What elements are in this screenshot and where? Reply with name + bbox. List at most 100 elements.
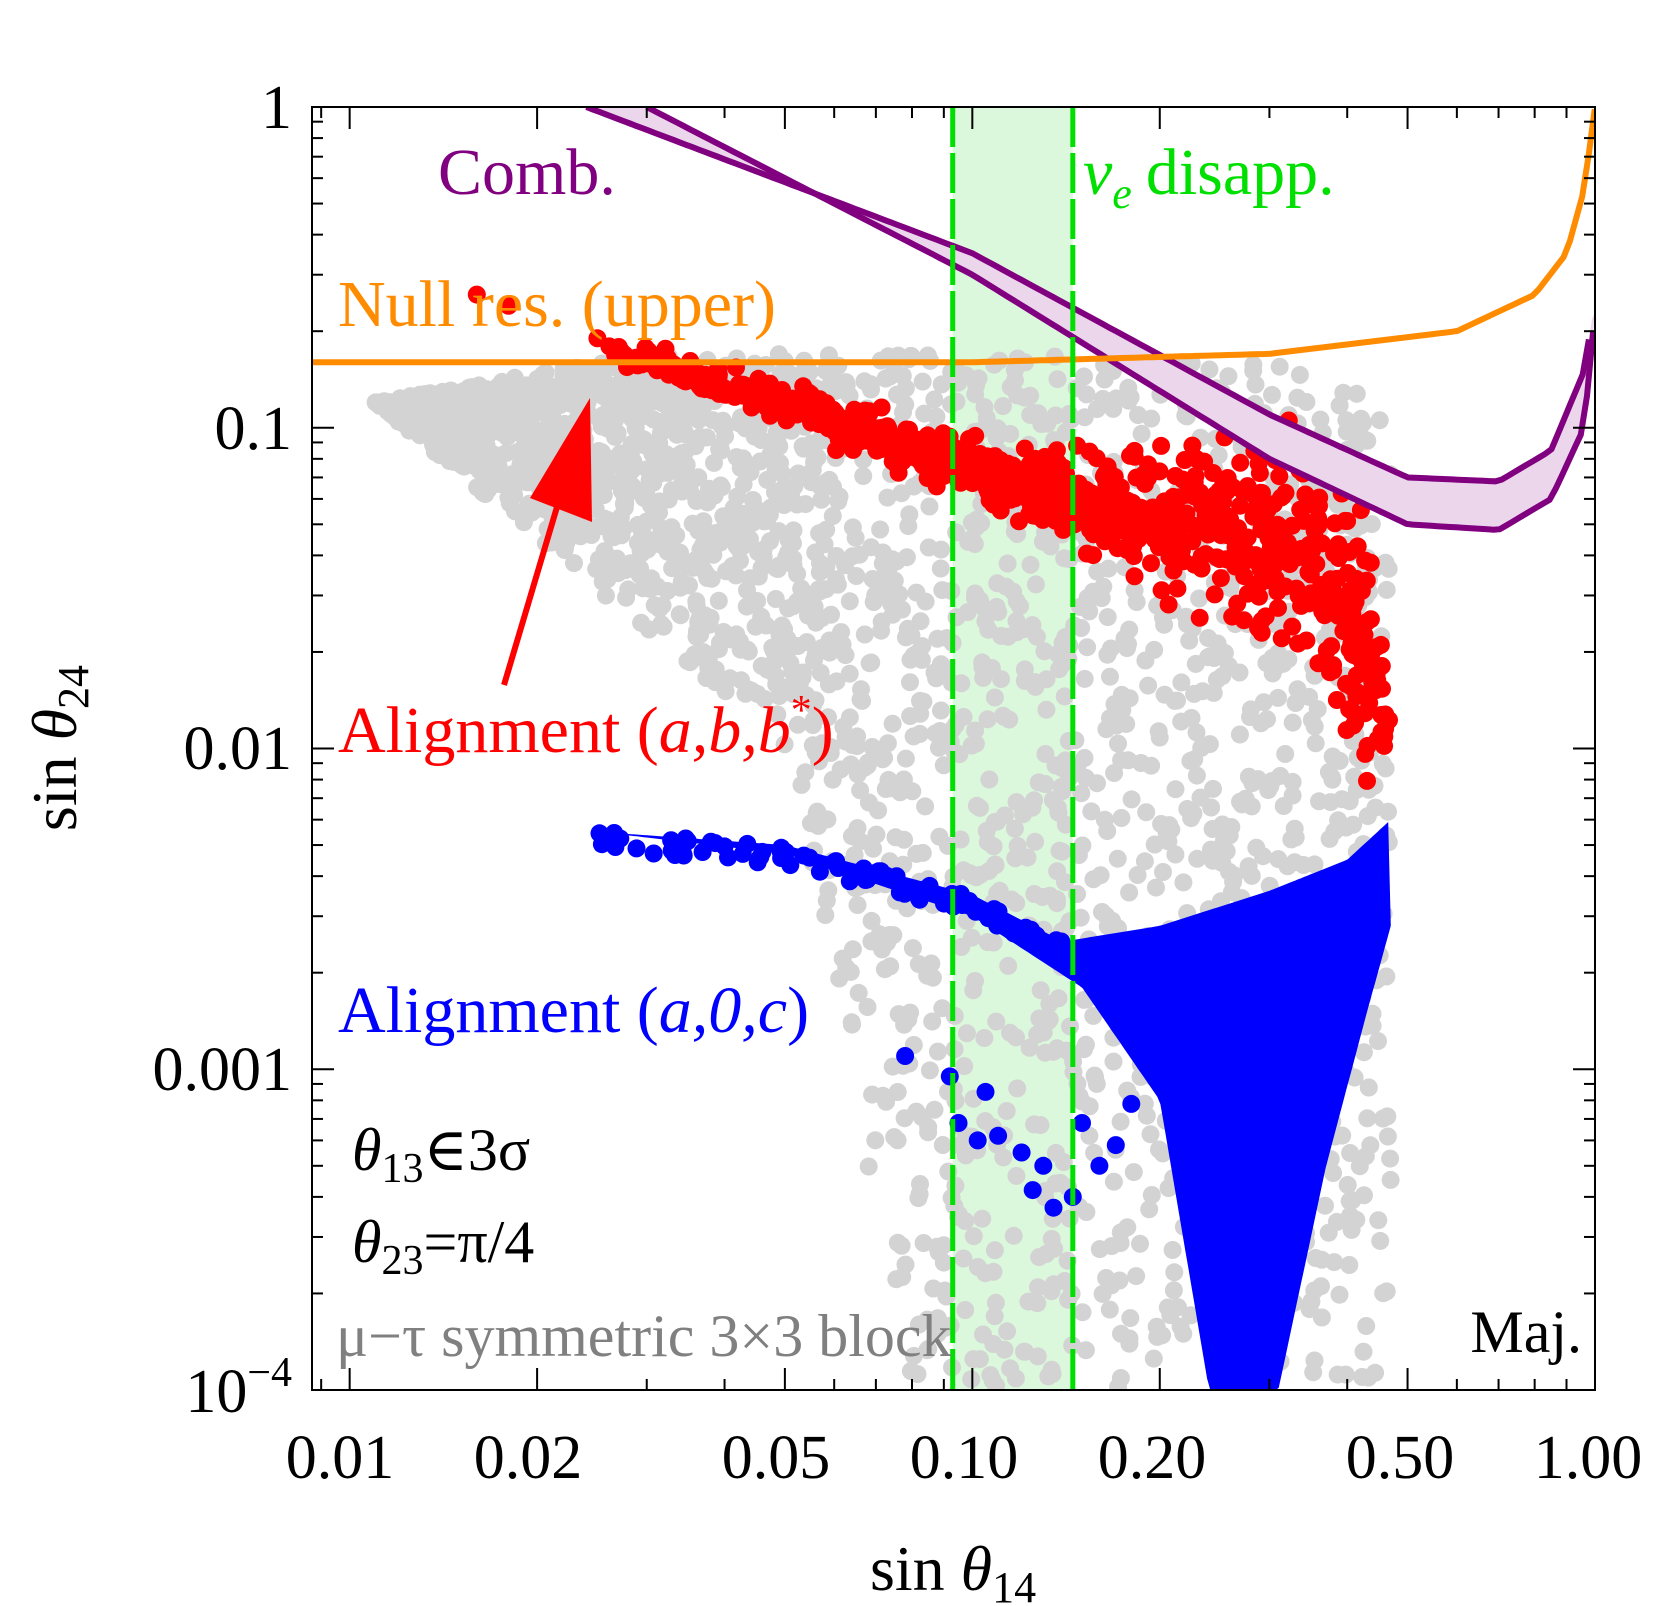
gray-point (984, 1335, 1003, 1353)
red-point (1175, 451, 1194, 469)
gray-point (727, 521, 746, 540)
gray-point (1098, 822, 1117, 841)
gray-point (1050, 841, 1069, 860)
gray-point (955, 1057, 974, 1076)
gray-point (598, 510, 617, 529)
gray-point (873, 940, 892, 959)
gray-point (1124, 1163, 1143, 1182)
gray-point (904, 646, 923, 665)
gray-point (808, 448, 827, 467)
gray-point (827, 672, 846, 691)
gray-point (1330, 1285, 1349, 1304)
gray-point (1316, 1196, 1334, 1215)
gray-point (1047, 890, 1066, 909)
red-point (1108, 514, 1127, 533)
red-point (1317, 641, 1336, 660)
gray-point (587, 560, 606, 579)
gray-point (1108, 849, 1127, 868)
gray-point (895, 830, 914, 849)
gray-point (1363, 1016, 1382, 1035)
gray-point (1035, 642, 1054, 661)
y-tick-label-0.001: 0.001 (153, 1036, 293, 1104)
gray-point (1036, 1043, 1055, 1062)
gray-point (1338, 1176, 1357, 1194)
gray-point (1312, 1250, 1331, 1269)
gray-point (683, 471, 702, 490)
gray-point (1323, 747, 1342, 766)
blue-point (984, 909, 1003, 927)
blue-point (662, 841, 681, 860)
gray-point (443, 447, 462, 465)
gray-point (1150, 1140, 1168, 1159)
gray-point (1128, 866, 1147, 884)
gray-point (1127, 1267, 1146, 1286)
gray-point (1340, 1192, 1359, 1211)
gray-point (788, 715, 807, 734)
red-point (782, 394, 801, 413)
red-point (1358, 771, 1376, 790)
gray-point (895, 1015, 914, 1034)
red-point (1168, 579, 1187, 598)
gray-point (823, 366, 842, 385)
gray-point (1269, 688, 1287, 707)
gray-point (1033, 532, 1052, 551)
gray-point (712, 478, 731, 497)
gray-point (966, 721, 985, 740)
gray-point (717, 562, 736, 581)
gray-point (888, 1131, 907, 1150)
label-null-res: Null res. (upper) (338, 268, 776, 341)
gray-point (1021, 555, 1040, 574)
label-alignment-red-prefix: Alignment ( (338, 694, 659, 767)
arrow (501, 398, 592, 686)
x-axis-title-sub: 14 (992, 1563, 1036, 1606)
red-point (1231, 453, 1250, 472)
gray-point (875, 960, 894, 979)
gray-point (914, 1234, 933, 1252)
gray-point (1142, 1186, 1161, 1204)
gray-point (880, 779, 899, 798)
gray-point (836, 556, 855, 575)
gray-point (1379, 559, 1398, 578)
gray-point (890, 585, 909, 604)
gray-point (1164, 1281, 1183, 1300)
red-point (829, 430, 848, 449)
red-point (1159, 595, 1178, 614)
gray-point (910, 1185, 929, 1204)
gray-point (1159, 832, 1178, 851)
gray-point (745, 427, 764, 446)
gray-point (880, 558, 898, 577)
gray-point (598, 470, 617, 489)
gray-point (851, 832, 870, 851)
gray-point (1328, 1365, 1347, 1384)
red-point (1169, 504, 1187, 522)
red-point (1164, 487, 1183, 506)
gray-point (1288, 388, 1307, 407)
gray-point (510, 394, 529, 413)
gray-point (812, 490, 831, 509)
gray-point (957, 1024, 976, 1043)
gray-point (602, 527, 621, 546)
gray-point (1154, 863, 1172, 881)
blue-point (590, 824, 609, 843)
gray-point (637, 512, 656, 531)
gray-point (876, 369, 895, 388)
gray-point (1166, 780, 1185, 799)
gray-point (1172, 712, 1191, 731)
gray-point (901, 1362, 920, 1381)
gray-point (840, 664, 859, 683)
label-alignment-blue: Alignment (a,0,c) (338, 974, 809, 1047)
red-point (716, 385, 735, 404)
red-point (954, 444, 973, 463)
gray-point (732, 671, 751, 690)
gray-point (653, 596, 672, 615)
x-tick-label-0.01: 0.01 (286, 1424, 395, 1492)
gray-point (636, 407, 655, 426)
red-point (931, 450, 950, 469)
gray-point (961, 864, 980, 883)
y-ticks (312, 106, 1595, 1391)
gray-point (894, 403, 912, 422)
gray-point (691, 625, 710, 644)
red-point (499, 296, 518, 315)
gray-point (1086, 1068, 1105, 1087)
gray-point (748, 684, 767, 703)
